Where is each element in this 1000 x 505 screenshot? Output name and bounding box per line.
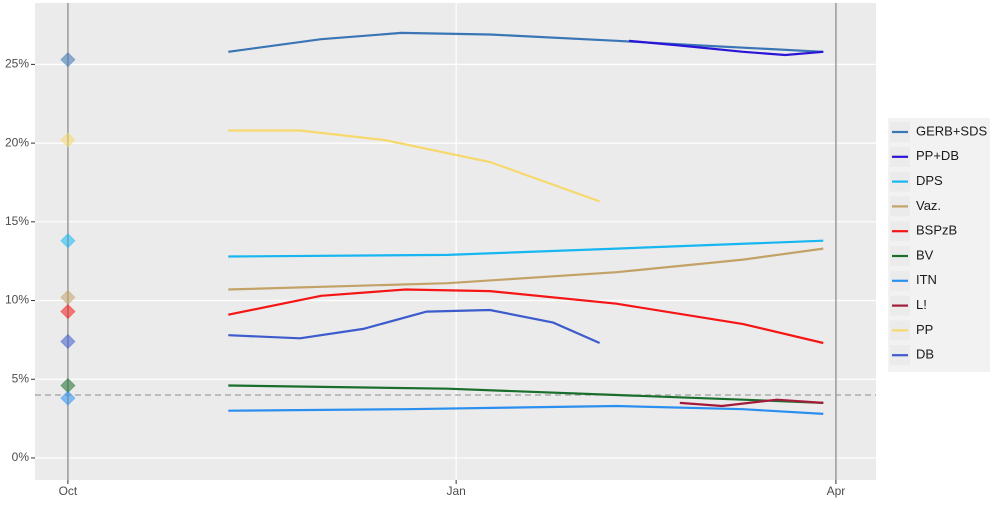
y-tick-label: 20% [5,135,29,149]
series-line [228,31,824,53]
series-line [228,308,601,345]
series-line [228,239,824,258]
legend-label: Vaz. [916,198,941,213]
series-line [228,129,600,203]
y-tick-label: 5% [12,371,30,385]
election-marker [60,333,76,350]
legend: GERB+SDS PP+DB DPS Vaz. BSPzB BV ITN L! PP DB [888,118,990,372]
x-tick-label: Oct [59,484,78,498]
legend-label: DPS [916,173,943,188]
y-tick-label: 0% [12,450,30,464]
election-marker [60,132,76,148]
legend-label: ITN [916,272,937,287]
legend-label: BV [916,247,934,262]
series-line [679,398,824,408]
legend-label: DB [916,347,934,362]
y-tick-label: 15% [5,214,29,228]
election-marker [60,233,76,249]
election-marker [60,289,76,306]
series-line [228,288,824,345]
series-line [228,404,824,415]
legend-label: PP [916,322,933,337]
legend-label: GERB+SDS [916,123,987,138]
series-line [228,247,824,291]
series-line [628,39,824,57]
election-marker [60,51,76,68]
election-marker [60,303,76,320]
legend-label: PP+DB [916,148,959,163]
election-marker [60,390,76,406]
y-tick-label: 25% [5,57,29,71]
y-tick-label: 10% [5,293,29,307]
legend-label: L! [916,297,927,312]
x-tick-label: Jan [446,484,465,498]
x-tick-label: Apr [827,484,846,498]
legend-label: BSPzB [916,223,957,238]
